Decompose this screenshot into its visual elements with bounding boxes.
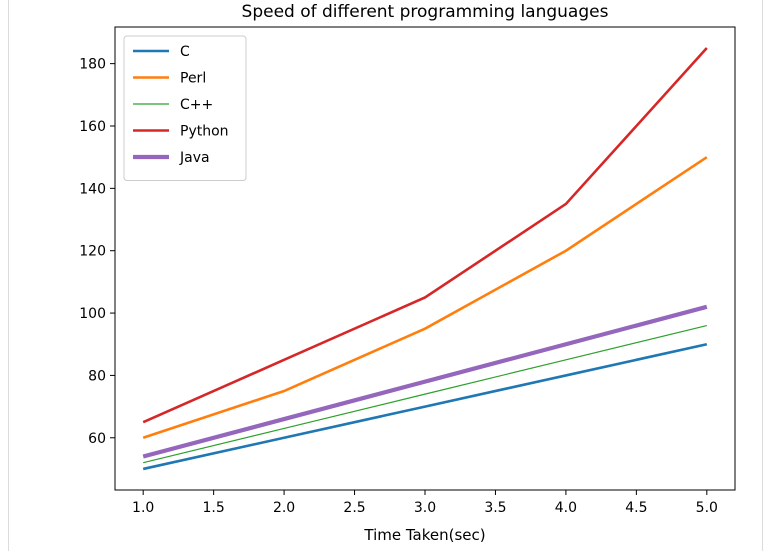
series-line-python [142,47,708,424]
legend-label: C [180,44,190,60]
x-tick-label: 2.5 [343,500,365,516]
x-axis-label: Time Taken(sec) [363,526,485,544]
series-line-java [142,304,708,459]
series-line-cplusplus [143,324,707,464]
x-tick-label: 5.0 [696,500,718,516]
plot-area: 1.0 1.5 2.0 2.5 3.0 3.5 4.0 4.5 5.0 60 80 100 120 140… [79,26,736,516]
series-line-c [142,342,708,471]
y-tick-label: 140 [79,181,106,197]
y-tick-label: 120 [79,244,106,260]
legend-box [123,35,247,181]
frame-right-border [762,0,763,551]
legend-label: C++ [180,97,213,113]
x-tick-label: 2.0 [273,500,295,516]
y-tick-label: 80 [88,368,106,384]
x-tick-label: 4.0 [555,500,577,516]
legend-label: Java [179,150,210,166]
y-tick-label: 60 [88,431,106,447]
x-tick-label: 3.5 [484,500,506,516]
series-line-perl [142,156,708,440]
x-tick-label: 1.0 [132,500,154,516]
frame-left-border [8,0,9,551]
legend-label: Perl [180,71,206,87]
y-tick-label: 160 [79,119,106,135]
x-tick-label: 3.0 [414,500,436,516]
legend-label: Python [180,124,229,140]
x-tick-label: 4.5 [625,500,647,516]
y-tick-label: 100 [79,306,106,322]
y-tick-label: 180 [79,57,106,73]
chart-title: Speed of different programming languages [242,2,609,22]
x-tick-label: 1.5 [203,500,225,516]
